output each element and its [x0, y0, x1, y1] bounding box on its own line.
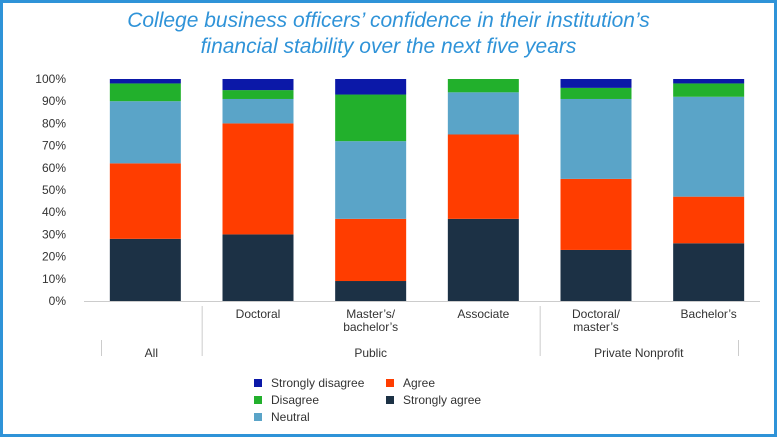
bar-segment-strongly-agree — [222, 234, 294, 301]
bar-segment-agree — [109, 163, 181, 239]
legend: Strongly disagree Agree Disagree Strongly a… — [0, 376, 777, 432]
legend-swatch — [254, 413, 262, 421]
category-label: Master’s/bachelor’s — [343, 307, 398, 334]
bar-segment-agree — [447, 134, 519, 219]
bar-segment-strongly-disagree — [109, 79, 181, 84]
y-tick-label: 50% — [42, 183, 66, 197]
bar-segment-strongly-agree — [447, 218, 519, 301]
bar-segment-disagree — [109, 83, 181, 102]
bar-segment-strongly-agree — [109, 238, 181, 301]
category-label: Doctoral — [236, 307, 281, 321]
y-tick-label: 70% — [42, 139, 66, 153]
bar-segment-strongly-agree — [335, 281, 407, 301]
legend-label: Strongly agree — [403, 393, 482, 407]
chart-title: College business officers’ confidence in… — [0, 8, 777, 60]
bar-segment-neutral — [560, 98, 632, 179]
bar-segment-disagree — [335, 94, 407, 142]
bar-segment-disagree — [222, 90, 294, 99]
bar-segment-agree — [560, 178, 632, 250]
bar-segment-agree — [673, 196, 745, 244]
bar-segment-disagree — [560, 87, 632, 99]
bar-segment-strongly-disagree — [222, 79, 294, 91]
y-tick-label: 60% — [42, 161, 66, 175]
legend-item-disagree: Disagree — [254, 393, 319, 407]
legend-item-strongly-agree: Strongly agree — [386, 393, 481, 407]
legend-label: Disagree — [271, 393, 320, 407]
category-label: Associate — [457, 307, 509, 321]
legend-label: Strongly disagree — [271, 376, 365, 390]
bar-segment-agree — [335, 218, 407, 282]
legend-swatch — [386, 379, 394, 387]
group-label: Private Nonprofit — [594, 346, 684, 360]
bar-segment-neutral — [673, 96, 745, 197]
category-label: Doctoral/master’s — [572, 307, 621, 334]
bar-segment-disagree — [673, 83, 745, 97]
category-label: Bachelor’s — [681, 307, 737, 321]
y-tick-label: 100% — [35, 72, 66, 86]
legend-item-agree: Agree — [386, 376, 435, 390]
y-tick-label: 90% — [42, 94, 66, 108]
legend-swatch — [386, 396, 394, 404]
bar-segment-strongly-agree — [673, 243, 745, 301]
bar-segment-neutral — [335, 141, 407, 219]
y-tick-label: 0% — [49, 294, 67, 308]
y-tick-label: 30% — [42, 227, 66, 241]
legend-label: Agree — [403, 376, 436, 390]
title-line-2: financial stability over the next five y… — [200, 35, 577, 58]
legend-item-neutral: Neutral — [254, 410, 310, 424]
title-line-1: College business officers’ confidence in… — [127, 9, 650, 32]
legend-label: Neutral — [271, 410, 310, 424]
y-tick-label: 80% — [42, 116, 66, 130]
bar-segment-strongly-disagree — [673, 79, 745, 84]
y-tick-label: 40% — [42, 205, 66, 219]
bar-segment-disagree — [447, 79, 519, 93]
bar-segment-neutral — [222, 98, 294, 124]
y-tick-label: 20% — [42, 250, 66, 264]
legend-item-strongly-disagree: Strongly disagree — [254, 376, 364, 390]
bar-segment-agree — [222, 123, 294, 235]
legend-swatch — [254, 379, 262, 387]
group-label: All — [145, 346, 158, 360]
y-tick-label: 10% — [42, 272, 66, 286]
bar-segment-neutral — [109, 101, 181, 164]
bar-segment-neutral — [447, 92, 519, 135]
bar-segment-strongly-disagree — [335, 79, 407, 95]
bar-segment-strongly-disagree — [560, 79, 632, 88]
legend-swatch — [254, 396, 262, 404]
group-label: Public — [354, 346, 387, 360]
bar-segment-strongly-agree — [560, 249, 632, 301]
